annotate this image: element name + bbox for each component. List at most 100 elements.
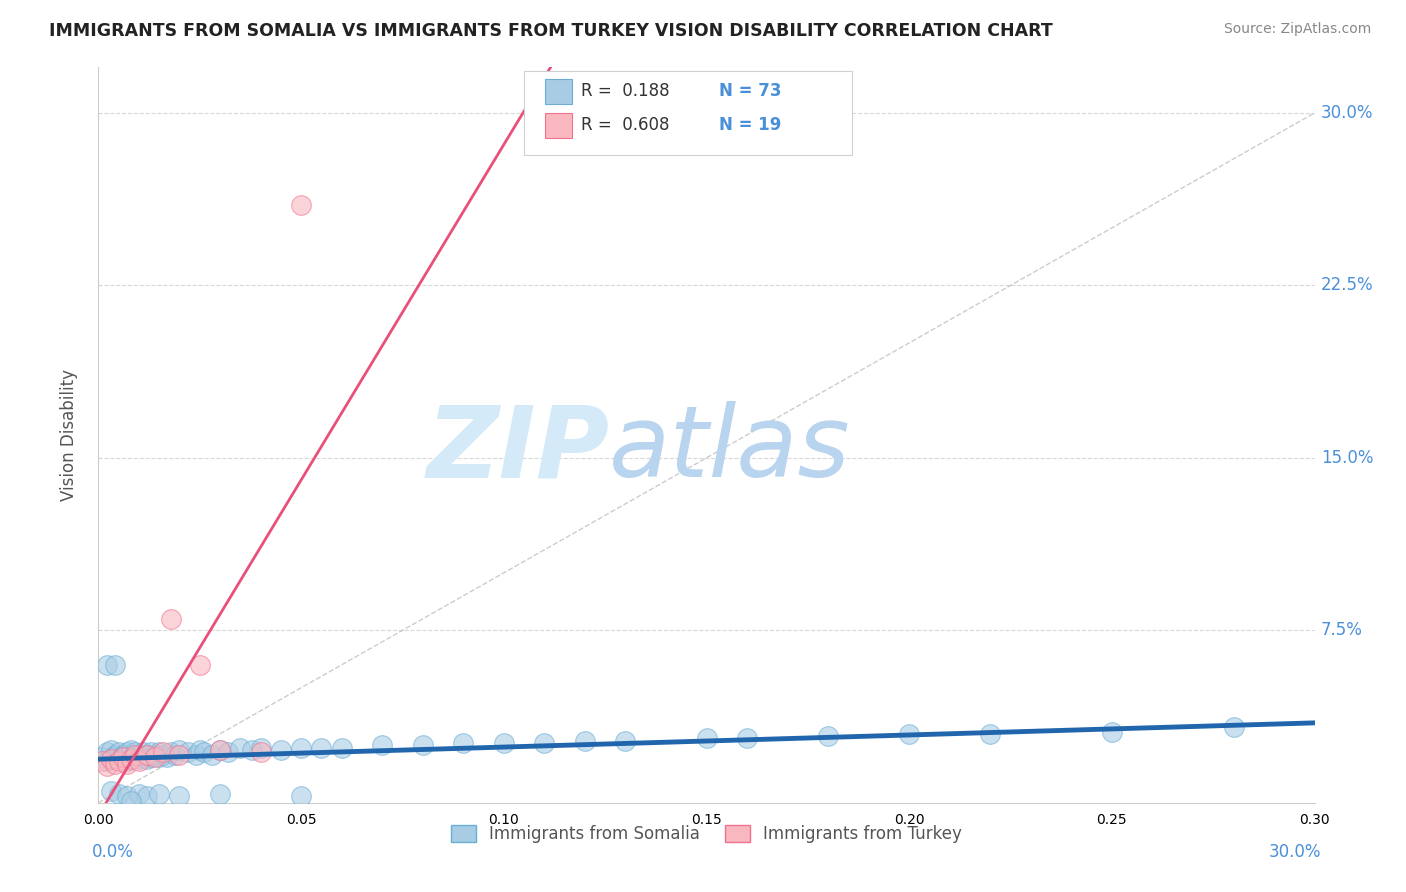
Point — [100, 752, 122, 766]
Point — [979, 727, 1001, 741]
Point — [898, 727, 921, 741]
Point — [201, 747, 224, 762]
Point — [96, 745, 118, 759]
Point — [209, 743, 232, 757]
FancyBboxPatch shape — [544, 78, 571, 103]
Point — [209, 787, 232, 801]
Point — [132, 749, 155, 764]
Legend: Immigrants from Somalia, Immigrants from Turkey: Immigrants from Somalia, Immigrants from… — [444, 818, 969, 850]
Point — [128, 752, 150, 766]
Point — [107, 755, 129, 769]
Point — [169, 747, 191, 762]
Point — [115, 756, 138, 771]
Text: 30.0%: 30.0% — [1320, 103, 1374, 122]
Point — [124, 749, 146, 764]
Text: Source: ZipAtlas.com: Source: ZipAtlas.com — [1223, 22, 1371, 37]
Text: R =  0.608: R = 0.608 — [581, 116, 669, 134]
Point — [290, 789, 312, 803]
Y-axis label: Vision Disability: Vision Disability — [59, 369, 77, 500]
Point — [107, 745, 129, 759]
Point — [91, 749, 114, 764]
Text: IMMIGRANTS FROM SOMALIA VS IMMIGRANTS FROM TURKEY VISION DISABILITY CORRELATION : IMMIGRANTS FROM SOMALIA VS IMMIGRANTS FR… — [49, 22, 1053, 40]
Point — [1222, 720, 1244, 734]
Point — [735, 731, 758, 746]
Point — [104, 747, 127, 762]
Point — [107, 752, 129, 766]
Point — [148, 745, 170, 759]
Point — [152, 745, 174, 759]
Point — [193, 745, 215, 759]
Point — [453, 736, 475, 750]
Text: N = 19: N = 19 — [718, 116, 782, 134]
Point — [412, 739, 434, 753]
Point — [152, 747, 174, 762]
Point — [104, 657, 127, 672]
Point — [148, 787, 170, 801]
Point — [100, 743, 122, 757]
Text: 30.0%: 30.0% — [1268, 843, 1320, 862]
Point — [120, 793, 142, 807]
Text: 15.0%: 15.0% — [1320, 449, 1374, 467]
Point — [242, 743, 264, 757]
Text: atlas: atlas — [609, 401, 851, 498]
Point — [115, 789, 138, 803]
Point — [139, 749, 162, 764]
Point — [136, 789, 159, 803]
Point — [148, 749, 170, 764]
Point — [136, 747, 159, 762]
Point — [311, 740, 333, 755]
Point — [371, 739, 394, 753]
Point — [124, 747, 146, 762]
Point — [176, 745, 198, 759]
Point — [136, 752, 159, 766]
Point — [107, 787, 129, 801]
Point — [574, 733, 596, 747]
Point — [188, 743, 211, 757]
Point — [184, 747, 207, 762]
Point — [143, 747, 166, 762]
Point — [96, 657, 118, 672]
Point — [104, 749, 127, 764]
Point — [492, 736, 515, 750]
Point — [160, 745, 183, 759]
Point — [136, 747, 159, 762]
Point — [817, 729, 839, 743]
Point — [128, 747, 150, 762]
Text: 22.5%: 22.5% — [1320, 277, 1374, 294]
Point — [104, 756, 127, 771]
Point — [165, 747, 187, 762]
Point — [120, 747, 142, 762]
Point — [229, 740, 252, 755]
FancyBboxPatch shape — [524, 70, 852, 155]
Point — [249, 745, 271, 759]
Text: 0.0%: 0.0% — [93, 843, 134, 862]
Point — [100, 784, 122, 798]
Point — [209, 743, 232, 757]
Point — [270, 743, 292, 757]
Point — [143, 749, 166, 764]
Point — [115, 755, 138, 769]
Point — [96, 755, 118, 769]
Point — [91, 755, 114, 769]
Point — [96, 759, 118, 773]
Point — [128, 787, 150, 801]
Point — [614, 733, 637, 747]
Point — [1101, 724, 1123, 739]
Point — [169, 789, 191, 803]
Point — [128, 755, 150, 769]
Point — [160, 612, 183, 626]
Point — [249, 740, 271, 755]
Text: N = 73: N = 73 — [718, 82, 782, 100]
Point — [290, 198, 312, 212]
Text: 7.5%: 7.5% — [1320, 622, 1362, 640]
Text: ZIP: ZIP — [426, 401, 609, 498]
Point — [169, 743, 191, 757]
Point — [120, 743, 142, 757]
Point — [115, 745, 138, 759]
Point — [696, 731, 718, 746]
Point — [330, 740, 353, 755]
Point — [533, 736, 555, 750]
Point — [290, 740, 312, 755]
Point — [188, 657, 211, 672]
Point — [139, 745, 162, 759]
